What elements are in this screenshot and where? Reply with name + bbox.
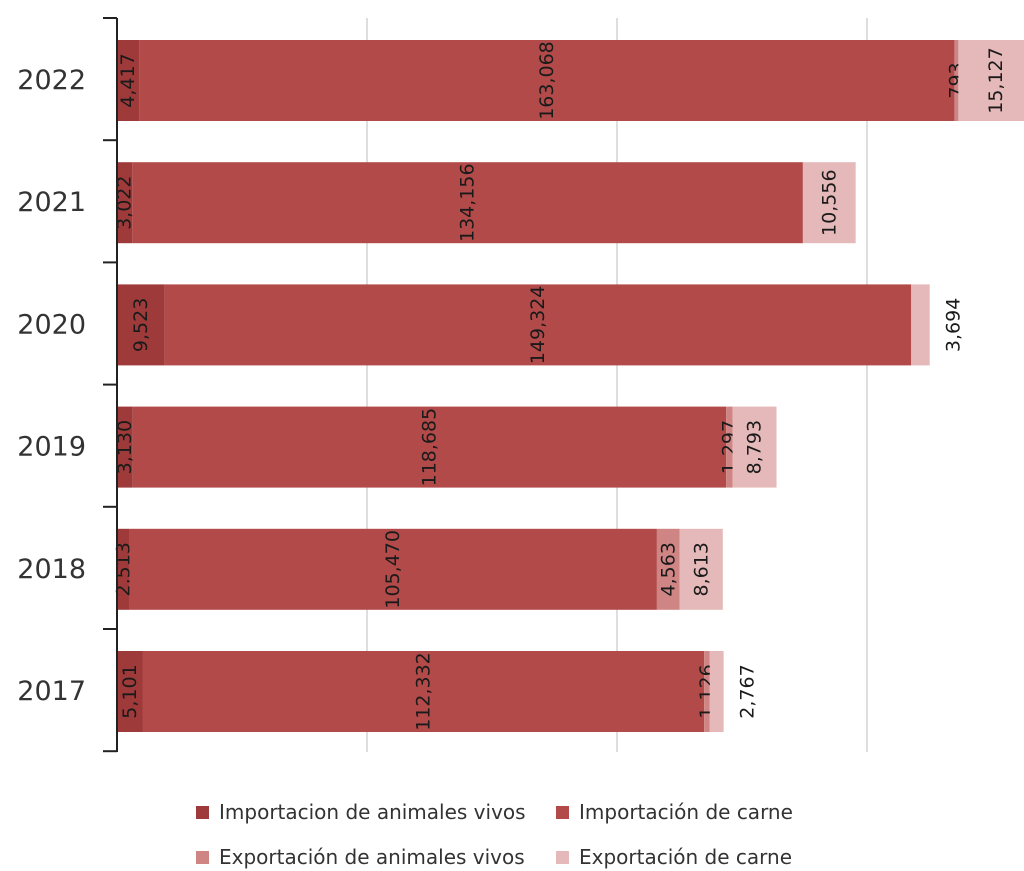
legend-label: Exportación de animales vivos	[219, 845, 525, 869]
bar-segment-2022-series-3	[958, 40, 1024, 121]
legend-swatch	[196, 850, 209, 864]
bar-segment-2017-series-0	[117, 651, 143, 732]
bar-segment-2019-series-2	[726, 406, 733, 488]
data-label-2022-series-0: 4,417	[117, 53, 139, 107]
data-label-2018-series-2: 4,563	[657, 542, 679, 596]
legend-swatch	[196, 805, 209, 819]
legend-label: Importación de carne	[579, 800, 793, 824]
data-label-2018-series-1: 105,470	[382, 530, 404, 609]
bar-segment-2022-series-2	[954, 40, 959, 121]
data-label-2021-series-0: 3,022	[114, 175, 136, 229]
y-tick-label-2017: 2017	[17, 676, 86, 707]
data-label-2022-series-1: 163,068	[536, 41, 558, 120]
bar-segment-2020-series-0	[117, 284, 165, 366]
bar-segment-2018-series-3	[679, 528, 723, 610]
y-tick-label-2020: 2020	[17, 309, 86, 340]
legend: Importacion de animales vivos Importació…	[0, 796, 1024, 871]
bar-segment-2020-series-1	[164, 284, 912, 366]
y-tick-label-2018: 2018	[17, 554, 86, 585]
bar-segment-2022-series-0	[117, 40, 140, 121]
legend-label: Exportación de carne	[579, 845, 793, 869]
bar-segment-2021-series-1	[132, 162, 803, 244]
legend-swatch	[556, 805, 569, 819]
data-label-2018-series-3: 8,613	[690, 542, 712, 596]
data-label-2021-series-3: 10,556	[818, 169, 840, 235]
data-label-2021-series-1: 134,156	[457, 163, 479, 242]
data-label-2017-series-1: 112,332	[412, 652, 434, 731]
legend-item-exportacion-carne: Exportación de carne	[556, 845, 792, 869]
data-label-2022-series-3: 15,127	[985, 47, 1007, 113]
bar-segment-2018-series-2	[656, 528, 680, 610]
data-label-2020-series-0: 9,523	[130, 298, 152, 352]
bar-segment-2018-series-1	[129, 528, 657, 610]
y-tick-label-2019: 2019	[17, 432, 86, 463]
y-tick-label-2022: 2022	[17, 65, 86, 96]
bar-segment-2017-series-3	[709, 651, 724, 732]
legend-item-importacion-carne: Importación de carne	[556, 800, 793, 824]
data-label-2017-series-3: 2,767	[737, 664, 759, 718]
bar-segment-2022-series-1	[139, 40, 955, 121]
bar-segment-2021-series-3	[802, 162, 856, 244]
data-label-2020-series-3: 3,694	[943, 298, 965, 352]
data-label-2017-series-0: 5,101	[119, 664, 141, 718]
bar-segment-2018-series-0	[117, 528, 130, 610]
data-label-2019-series-0: 3,130	[114, 420, 136, 474]
bar-segment-2017-series-1	[142, 651, 705, 732]
bar-segment-2019-series-0	[117, 406, 133, 488]
legend-item-exportacion-animales-vivos: Exportación de animales vivos	[196, 845, 525, 869]
legend-label: Importacion de animales vivos	[219, 800, 526, 824]
data-label-2019-series-1: 118,685	[418, 408, 440, 487]
bar-segment-2019-series-1	[132, 406, 727, 488]
legend-item-importacion-animales-vivos: Importacion de animales vivos	[196, 800, 526, 824]
legend-swatch	[556, 850, 569, 864]
data-label-2020-series-1: 149,324	[527, 286, 549, 365]
bar-segment-2019-series-3	[732, 406, 777, 488]
bar-segment-2020-series-3	[911, 284, 930, 366]
bar-segment-2017-series-2	[704, 651, 710, 732]
data-label-2019-series-3: 8,793	[744, 420, 766, 474]
bar-segment-2021-series-0	[117, 162, 133, 244]
y-tick-label-2021: 2021	[17, 187, 86, 218]
